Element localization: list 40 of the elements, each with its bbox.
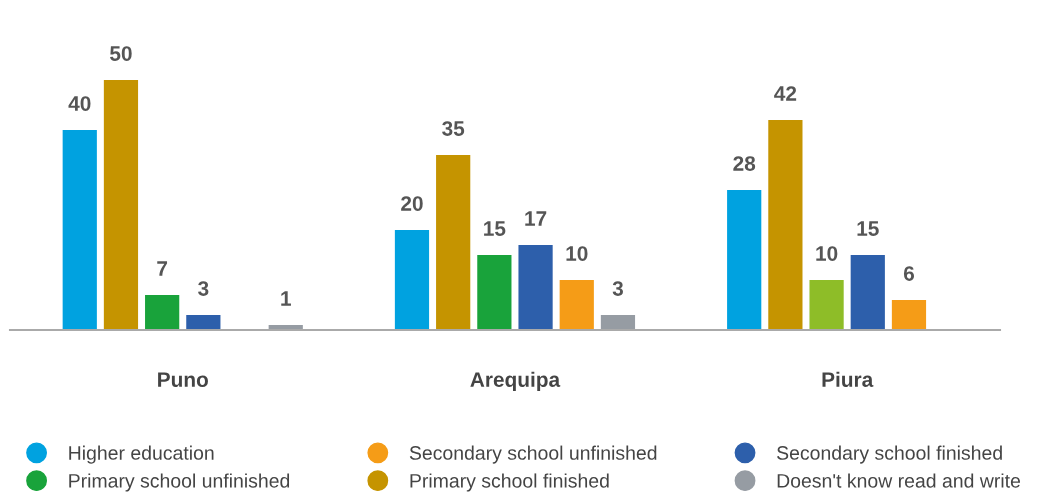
data-label: 1 bbox=[281, 291, 291, 306]
bar bbox=[727, 190, 762, 330]
x-tick-label: Arequipa bbox=[470, 371, 561, 392]
legend-label: Secondary school finished bbox=[777, 445, 1002, 464]
bar bbox=[103, 80, 139, 330]
data-label: 40 bbox=[68, 96, 91, 111]
data-label: 35 bbox=[442, 121, 465, 136]
bar bbox=[62, 130, 97, 330]
data-label: 10 bbox=[566, 246, 588, 261]
data-label: 50 bbox=[110, 46, 132, 61]
bar bbox=[768, 120, 803, 330]
bar bbox=[186, 315, 221, 330]
data-label: 15 bbox=[857, 221, 879, 236]
x-tick-label: Piura bbox=[822, 371, 874, 387]
data-label: 15 bbox=[484, 221, 506, 236]
data-label: 10 bbox=[816, 246, 838, 261]
data-label: 3 bbox=[612, 281, 623, 296]
bar bbox=[394, 230, 430, 330]
data-label: 17 bbox=[525, 211, 547, 226]
bar bbox=[559, 280, 594, 330]
legend-label: Secondary school unfinished bbox=[409, 445, 657, 464]
legend-label: Doesn't know read and write bbox=[777, 473, 1021, 488]
bar bbox=[850, 255, 885, 330]
data-label: 28 bbox=[733, 156, 756, 171]
bar bbox=[477, 255, 512, 330]
data-label: 20 bbox=[401, 196, 423, 211]
bar bbox=[891, 300, 927, 330]
bar bbox=[809, 280, 844, 330]
legend-label: Primary school unfinished bbox=[69, 473, 290, 492]
x-tick-label: Puno bbox=[158, 372, 208, 387]
data-label: 6 bbox=[903, 266, 915, 281]
bar bbox=[518, 245, 553, 330]
bar bbox=[145, 295, 180, 330]
legend-label: Primary school finished bbox=[410, 473, 609, 492]
data-label: 7 bbox=[157, 261, 168, 276]
data-label: 42 bbox=[774, 86, 797, 101]
legend-label: Higher education bbox=[69, 445, 214, 464]
bar bbox=[600, 315, 636, 330]
bar bbox=[436, 155, 471, 330]
data-label: 3 bbox=[198, 281, 209, 296]
